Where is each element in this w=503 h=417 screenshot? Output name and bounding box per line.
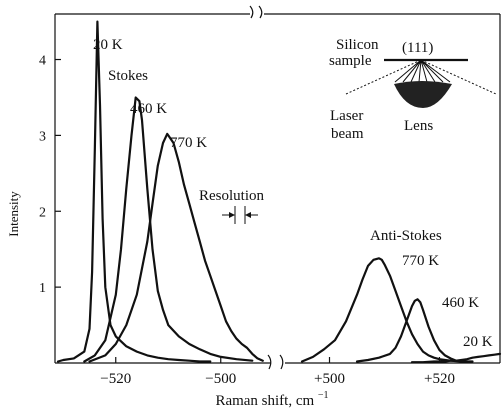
x-tick-label: −520 [100,371,131,387]
label-20k-antistokes: 20 K [463,334,493,350]
label-460k-stokes: 460 K [130,101,167,117]
y-axis-title: Intensity [6,191,21,237]
y-tick-label: 3 [39,129,46,144]
y-tick-label: 1 [39,281,46,296]
x-tick-label: +520 [424,371,455,387]
x-axis-title: Raman shift, cm −1 [215,390,328,409]
series-line-770k-stokes [88,132,264,363]
series-line-770k-antistokes [300,257,474,363]
inset-plane-label: (111) [402,40,433,56]
anti-stokes-label: Anti-Stokes [370,228,442,244]
x-ticks: −520 −500 +500 +520 [100,357,455,387]
y-tick-label: 2 [39,205,46,220]
y-ticks: 1 2 3 4 [39,54,61,296]
bottom-break-mark [267,354,284,370]
stokes-label: Stokes [108,68,148,84]
resolution-label: Resolution [199,188,265,204]
label-770k-stokes: 770 K [170,135,207,151]
x-axis-title-exponent: −1 [318,390,329,401]
inset-sample-label: sample [329,53,372,69]
top-break-mark [249,5,263,19]
inset-laser-label: Laser [330,108,363,124]
inset-beam-label: beam [331,126,364,142]
x-axis-title-main: Raman shift, cm [215,393,314,409]
series-line-460k-antistokes [355,298,469,363]
label-460k-antistokes: 460 K [442,295,479,311]
lens-shape [394,81,452,108]
label-770k-antistokes: 770 K [402,253,439,269]
label-20k-stokes: 20 K [93,37,123,53]
y-tick-label: 4 [39,54,46,69]
x-tick-label: −500 [205,371,236,387]
scattered-light-fan [394,59,451,83]
experiment-inset: Silicon sample (111) Laser beam Lens [329,37,497,142]
resolution-marker [222,206,258,224]
laser-beam-out [420,59,497,95]
x-tick-label: +500 [314,371,345,387]
inset-lens-label: Lens [404,118,433,134]
inset-silicon-label: Silicon [336,37,379,53]
series-line-20k-stokes [56,20,212,363]
spectrum-curves [56,20,502,364]
laser-beam-in [345,59,422,95]
series-line-20k-antistokes [410,352,502,364]
